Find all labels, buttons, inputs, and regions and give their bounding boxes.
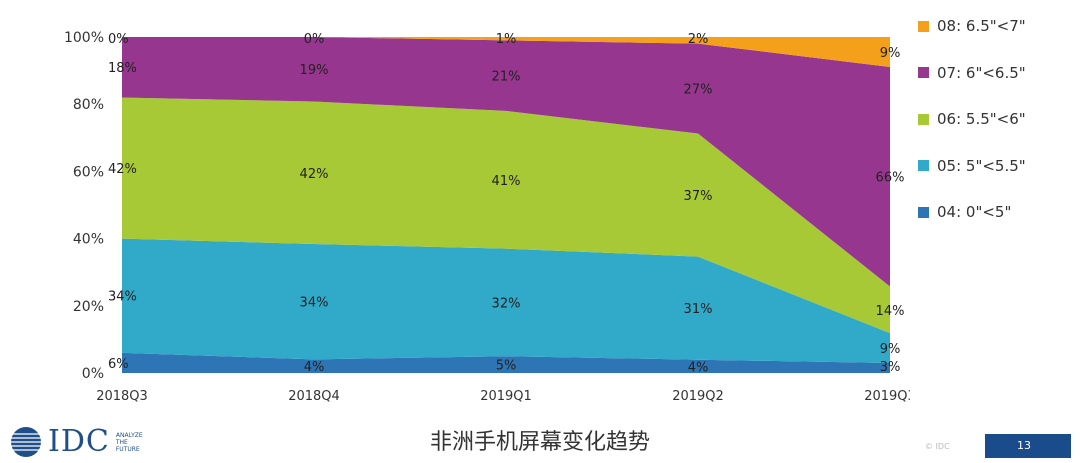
data-label: 37% — [684, 189, 713, 204]
data-label: 19% — [300, 63, 329, 78]
data-label: 6% — [108, 357, 129, 372]
data-label: 42% — [300, 167, 329, 182]
data-label: 4% — [688, 360, 709, 375]
x-tick-label: 2019Q1 — [480, 389, 532, 404]
legend-item-05: 05: 5"<5.5" — [918, 154, 1078, 178]
page-number: 13 — [985, 434, 1071, 458]
data-label: 0% — [108, 32, 129, 47]
legend-item-04: 04: 0"<5" — [918, 200, 1078, 224]
area-series-06 — [122, 97, 890, 334]
data-label: 2% — [688, 32, 709, 47]
data-label: 27% — [684, 83, 713, 98]
x-tick-label: 2019Q2 — [672, 389, 724, 404]
x-tick-label: 2018Q3 — [96, 389, 148, 404]
legend-item-06: 06: 5.5"<6" — [918, 107, 1078, 131]
logo-tagline: ANALYZE THE FUTURE — [116, 432, 160, 453]
data-label: 14% — [876, 304, 905, 319]
logo-text: IDC — [48, 424, 110, 459]
y-tick-label: 40% — [73, 232, 104, 248]
data-label: 42% — [108, 162, 137, 177]
data-label: 34% — [108, 290, 137, 305]
legend-swatch-07 — [918, 67, 929, 78]
tagline-line-2: THE — [115, 438, 128, 446]
data-label: 34% — [300, 296, 329, 311]
legend-label-06: 06: 5.5"<6" — [937, 110, 1026, 128]
idc-logo: IDC ANALYZE THE FUTURE — [10, 426, 160, 458]
y-tick-label: 60% — [73, 164, 104, 180]
copyright: © IDC — [925, 442, 950, 451]
data-label: 3% — [880, 360, 901, 375]
legend-swatch-08 — [918, 20, 929, 32]
legend-swatch-04 — [918, 206, 929, 218]
legend-label-04: 04: 0"<5" — [937, 203, 1012, 221]
data-label: 21% — [492, 70, 521, 85]
legend-item-08: 08: 6.5"<7" — [918, 14, 1078, 38]
data-label: 9% — [880, 342, 901, 357]
data-label: 4% — [304, 360, 325, 375]
data-label: 18% — [108, 61, 137, 76]
tagline-line-3: FUTURE — [115, 445, 140, 453]
y-tick-label: 0% — [82, 366, 104, 382]
slide-title: 非洲手机屏幕变化趋势 — [429, 430, 650, 455]
stacked-area-chart: 0% 20% 40% 60% 80% 100% 2018Q3 2018Q4 2019Q1 2019… — [64, 30, 910, 404]
data-label: 66% — [876, 171, 905, 186]
data-label: 5% — [496, 359, 517, 374]
data-label: 1% — [496, 32, 517, 47]
y-tick-label: 100% — [64, 30, 104, 46]
legend-label-08: 08: 6.5"<7" — [937, 17, 1026, 35]
data-label: 31% — [684, 302, 713, 317]
x-tick-label: 2018Q4 — [288, 389, 340, 404]
area-series-05 — [122, 238, 890, 364]
globe-icon — [11, 427, 41, 457]
tagline-line-1: ANALYZE — [115, 431, 143, 439]
legend-label-05: 05: 5"<5.5" — [937, 156, 1026, 175]
area-series-07 — [122, 37, 890, 287]
y-tick-label: 80% — [73, 97, 104, 113]
data-label: 41% — [492, 174, 521, 189]
legend-label-07: 07: 6"<6.5" — [937, 63, 1026, 82]
x-tick-label: 2019Q3 — [864, 389, 910, 404]
legend: 08: 6.5"<7" 07: 6"<6.5" 06: 5.5"<6" 05: … — [918, 14, 1078, 247]
y-tick-label: 20% — [73, 299, 104, 315]
legend-item-07: 07: 6"<6.5" — [918, 61, 1078, 85]
area-series-08 — [122, 37, 890, 67]
data-label: 32% — [492, 296, 521, 311]
legend-swatch-06 — [918, 113, 929, 125]
area-series-04 — [122, 352, 890, 373]
legend-swatch-05 — [918, 160, 929, 171]
data-label: 0% — [304, 32, 325, 47]
data-label: 9% — [880, 46, 901, 61]
